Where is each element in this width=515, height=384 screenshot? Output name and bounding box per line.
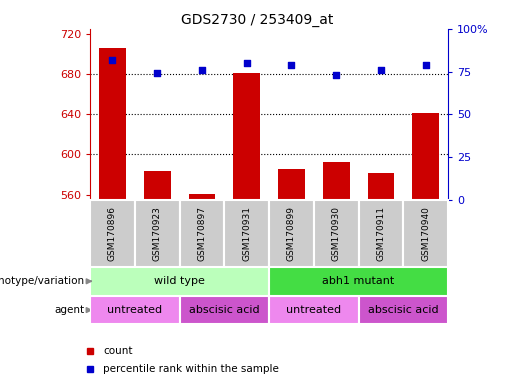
Bar bbox=[90, 200, 135, 267]
Bar bbox=[278, 169, 305, 200]
Bar bbox=[90, 267, 269, 296]
Bar bbox=[90, 296, 180, 324]
Text: agent: agent bbox=[55, 305, 85, 315]
Text: percentile rank within the sample: percentile rank within the sample bbox=[103, 364, 279, 374]
Text: GSM170931: GSM170931 bbox=[242, 206, 251, 261]
Text: GSM170896: GSM170896 bbox=[108, 206, 117, 261]
Point bbox=[287, 61, 296, 68]
Bar bbox=[368, 172, 394, 200]
Text: GSM170930: GSM170930 bbox=[332, 206, 341, 261]
Bar bbox=[403, 200, 448, 267]
Point bbox=[108, 56, 116, 63]
Bar bbox=[358, 200, 403, 267]
Bar bbox=[180, 200, 225, 267]
Bar bbox=[99, 48, 126, 200]
Text: GDS2730 / 253409_at: GDS2730 / 253409_at bbox=[181, 13, 334, 27]
Bar bbox=[135, 200, 180, 267]
Text: abscisic acid: abscisic acid bbox=[368, 305, 439, 315]
Point bbox=[422, 61, 430, 68]
Text: GSM170911: GSM170911 bbox=[376, 206, 385, 261]
Text: untreated: untreated bbox=[286, 305, 341, 315]
Point bbox=[243, 60, 251, 66]
Text: genotype/variation: genotype/variation bbox=[0, 276, 85, 286]
Bar bbox=[144, 170, 170, 200]
Text: count: count bbox=[103, 346, 132, 356]
Bar bbox=[233, 73, 260, 200]
Text: abh1 mutant: abh1 mutant bbox=[322, 276, 394, 286]
Bar bbox=[269, 296, 358, 324]
Text: GSM170897: GSM170897 bbox=[197, 206, 207, 261]
Bar bbox=[413, 113, 439, 200]
Bar bbox=[180, 296, 269, 324]
Bar bbox=[314, 200, 358, 267]
Bar bbox=[323, 162, 350, 200]
Bar bbox=[225, 200, 269, 267]
Text: GSM170940: GSM170940 bbox=[421, 206, 430, 261]
Text: wild type: wild type bbox=[154, 276, 205, 286]
Text: GSM170899: GSM170899 bbox=[287, 206, 296, 261]
Text: abscisic acid: abscisic acid bbox=[189, 305, 260, 315]
Bar bbox=[188, 194, 215, 200]
Point bbox=[377, 67, 385, 73]
Bar bbox=[358, 296, 448, 324]
Point bbox=[153, 70, 161, 76]
Text: untreated: untreated bbox=[107, 305, 162, 315]
Point bbox=[198, 67, 206, 73]
Bar bbox=[269, 200, 314, 267]
Bar bbox=[269, 267, 448, 296]
Point bbox=[332, 72, 340, 78]
Text: GSM170923: GSM170923 bbox=[153, 206, 162, 261]
